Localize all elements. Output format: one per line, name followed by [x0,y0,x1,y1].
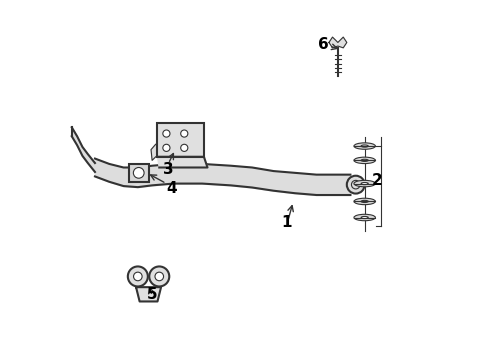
Polygon shape [151,144,156,160]
Polygon shape [157,157,207,167]
Bar [157,123,204,157]
Ellipse shape [354,143,375,149]
Ellipse shape [361,183,368,185]
Circle shape [163,144,170,152]
Circle shape [134,272,142,281]
Ellipse shape [354,214,375,221]
Circle shape [163,130,170,137]
Text: 6: 6 [318,37,329,52]
Ellipse shape [361,201,368,203]
Ellipse shape [361,145,368,147]
Polygon shape [72,127,95,172]
Circle shape [133,167,144,178]
Circle shape [181,130,188,137]
Text: 4: 4 [167,181,177,197]
Bar [129,164,148,182]
Circle shape [149,266,169,287]
Polygon shape [329,37,347,48]
Ellipse shape [354,198,375,204]
Ellipse shape [361,216,368,219]
Circle shape [155,272,164,281]
Ellipse shape [354,157,375,163]
Circle shape [181,144,188,152]
Text: 2: 2 [372,172,383,188]
Text: 5: 5 [147,287,157,302]
Text: 3: 3 [163,162,173,177]
Text: 1: 1 [281,215,292,230]
Circle shape [347,176,365,194]
Polygon shape [136,287,161,301]
Circle shape [128,266,148,287]
Ellipse shape [354,180,375,187]
Ellipse shape [361,159,368,161]
